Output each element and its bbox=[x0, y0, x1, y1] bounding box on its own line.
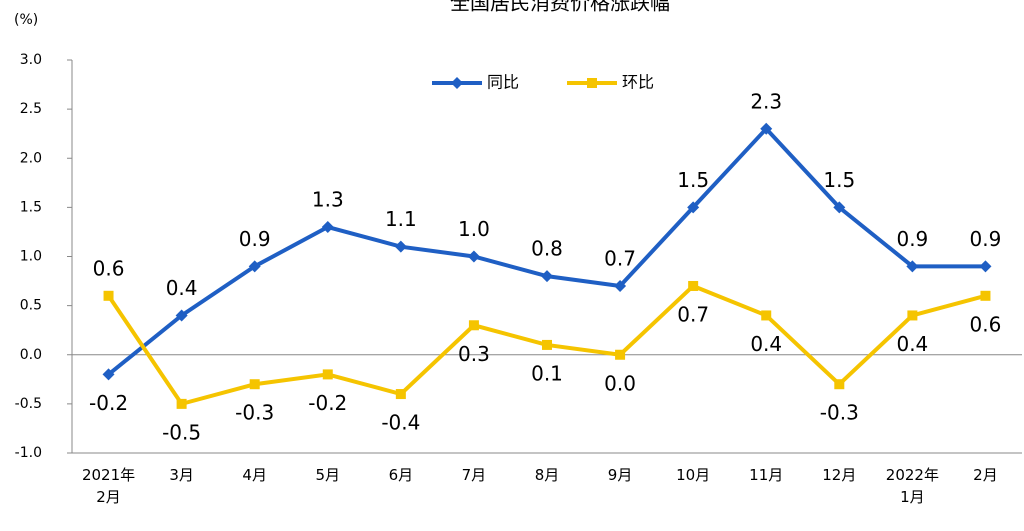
data-label: 0.4 bbox=[896, 332, 928, 356]
data-label: 1.5 bbox=[823, 168, 855, 192]
x-tick-label: 6月 bbox=[388, 466, 414, 484]
point bbox=[687, 201, 700, 214]
x-tick-label: 5月 bbox=[315, 466, 341, 484]
data-label: 0.6 bbox=[970, 312, 1002, 336]
point bbox=[102, 368, 115, 381]
point bbox=[760, 122, 773, 135]
data-label: 0.7 bbox=[604, 246, 636, 270]
point bbox=[906, 260, 919, 273]
point bbox=[395, 389, 406, 400]
point bbox=[248, 260, 261, 273]
data-label: 0.0 bbox=[604, 371, 636, 395]
point bbox=[979, 260, 992, 273]
x-tick-label: 10月 bbox=[676, 466, 711, 484]
data-label: 0.1 bbox=[531, 361, 563, 385]
chart-title: 全国居民消费价格涨跌幅 bbox=[450, 0, 670, 15]
point bbox=[833, 201, 846, 214]
data-label: 0.9 bbox=[896, 227, 928, 251]
data-label: 1.0 bbox=[458, 217, 490, 241]
x-tick-label: 3月 bbox=[169, 466, 194, 484]
y-tick-label: 1.5 bbox=[20, 199, 42, 215]
y-tick-label: 3.0 bbox=[20, 52, 42, 68]
x-tick-label: 12月 bbox=[822, 466, 857, 484]
y-tick-label: 2.5 bbox=[20, 101, 42, 117]
data-label: -0.2 bbox=[89, 391, 128, 415]
y-unit: (%) bbox=[14, 12, 38, 28]
data-label: 0.3 bbox=[458, 342, 490, 366]
x-tick-label: 4月 bbox=[242, 466, 267, 484]
x-tick-label: 8月 bbox=[534, 466, 560, 484]
data-label: 0.9 bbox=[970, 227, 1002, 251]
point bbox=[249, 379, 260, 390]
point bbox=[614, 279, 627, 292]
data-label: 0.4 bbox=[166, 276, 198, 300]
point bbox=[467, 250, 480, 263]
point bbox=[541, 270, 553, 283]
point bbox=[176, 398, 187, 409]
data-label: 0.8 bbox=[531, 237, 563, 261]
point bbox=[468, 320, 479, 331]
data-label: -0.5 bbox=[162, 420, 201, 444]
data-label: 0.9 bbox=[239, 227, 271, 251]
legend-label: 环比 bbox=[622, 73, 654, 92]
data-label: -0.2 bbox=[308, 391, 347, 415]
point bbox=[834, 379, 845, 390]
data-label: 1.5 bbox=[677, 168, 709, 192]
data-label: -0.3 bbox=[820, 401, 859, 425]
point bbox=[615, 349, 626, 360]
point bbox=[175, 309, 188, 322]
y-tick-label: 2.0 bbox=[20, 150, 42, 166]
data-label: 2.3 bbox=[750, 89, 782, 113]
y-tick-label: 0.5 bbox=[20, 298, 42, 314]
data-label: 0.7 bbox=[677, 302, 709, 326]
point bbox=[907, 310, 918, 321]
x-tick-label: 2022年 1月 bbox=[885, 466, 939, 506]
x-tick-label: 9月 bbox=[607, 466, 633, 484]
x-tick-label: 2月 bbox=[973, 466, 998, 484]
data-label: -0.4 bbox=[381, 411, 420, 435]
y-tick-label: 1.0 bbox=[20, 249, 42, 265]
x-tick-label: 7月 bbox=[461, 466, 487, 484]
y-tick-label: 0.0 bbox=[20, 347, 42, 363]
data-label: 0.4 bbox=[750, 332, 782, 356]
point bbox=[587, 78, 597, 88]
data-label: -0.3 bbox=[235, 401, 274, 425]
y-tick-label: -0.5 bbox=[15, 396, 42, 412]
point bbox=[322, 369, 333, 380]
data-label: 0.6 bbox=[93, 256, 125, 280]
data-label: 1.1 bbox=[385, 207, 417, 231]
legend-label: 同比 bbox=[487, 73, 519, 92]
y-tick-label: -1.0 bbox=[15, 445, 42, 461]
point bbox=[980, 290, 991, 301]
point bbox=[451, 77, 463, 89]
x-tick-label: 11月 bbox=[749, 466, 784, 484]
point bbox=[542, 339, 552, 350]
point bbox=[761, 310, 772, 321]
point bbox=[321, 221, 334, 234]
point bbox=[103, 290, 114, 301]
point bbox=[688, 280, 699, 291]
x-tick-label: 2021年 2月 bbox=[81, 466, 136, 506]
data-label: 1.3 bbox=[312, 188, 344, 212]
point bbox=[394, 240, 407, 253]
